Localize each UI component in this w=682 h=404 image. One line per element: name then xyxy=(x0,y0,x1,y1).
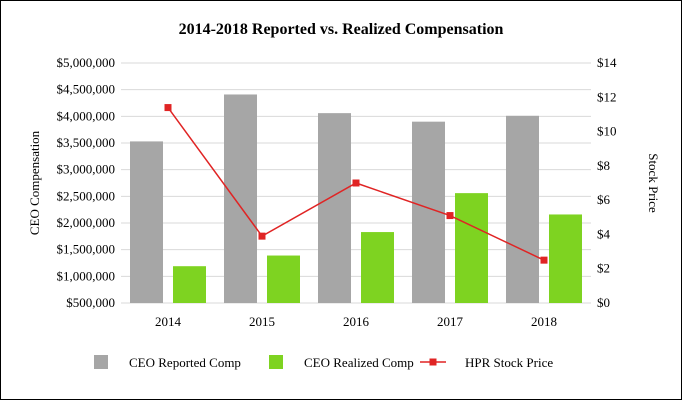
y-tick-label: $4,500,000 xyxy=(57,82,116,97)
bar-realized-comp xyxy=(549,214,582,303)
legend-marker-stock xyxy=(429,358,437,366)
x-tick-label: 2017 xyxy=(437,314,464,329)
bars xyxy=(130,94,582,304)
stock-price-point xyxy=(446,212,454,220)
x-tick-label: 2015 xyxy=(249,314,275,329)
legend-label-reported: CEO Reported Comp xyxy=(129,355,241,370)
stock-price-point xyxy=(540,256,548,264)
y2-tick-label: $0 xyxy=(597,295,610,310)
bar-realized-comp xyxy=(361,232,394,303)
y2-tick-label: $4 xyxy=(597,226,611,241)
right-axis-ticks: $0 $2 $4 $6 $8 $10 $12 $14 xyxy=(597,55,617,310)
y-tick-label: $5,000,000 xyxy=(57,55,116,70)
legend: CEO Reported Comp CEO Realized Comp HPR … xyxy=(94,355,553,370)
y2-tick-label: $8 xyxy=(597,158,610,173)
bar-realized-comp xyxy=(455,193,488,303)
y-tick-label: $3,000,000 xyxy=(57,162,116,177)
bar-realized-comp xyxy=(267,255,300,303)
y2-tick-label: $12 xyxy=(597,89,617,104)
y-tick-label: $500,000 xyxy=(66,295,115,310)
bar-reported-comp xyxy=(130,141,163,303)
bar-reported-comp xyxy=(224,94,257,303)
y2-tick-label: $6 xyxy=(597,192,611,207)
y-tick-label: $4,000,000 xyxy=(57,108,116,123)
legend-label-stock: HPR Stock Price xyxy=(465,355,553,370)
y2-tick-label: $10 xyxy=(597,124,617,139)
y-tick-label: $2,000,000 xyxy=(57,215,116,230)
y2-axis-label: Stock Price xyxy=(646,153,661,213)
y2-tick-label: $2 xyxy=(597,261,610,276)
x-tick-label: 2018 xyxy=(531,314,557,329)
chart-title: 2014-2018 Reported vs. Realized Compensa… xyxy=(179,21,504,38)
x-tick-label: 2014 xyxy=(155,314,182,329)
y2-tick-label: $14 xyxy=(597,55,617,70)
stock-price-point xyxy=(164,104,172,112)
bar-reported-comp xyxy=(318,113,351,303)
stock-price-point xyxy=(258,232,266,240)
x-axis-ticks: 2014 2015 2016 2017 2018 xyxy=(155,314,557,329)
legend-label-realized: CEO Realized Comp xyxy=(304,355,414,370)
bar-realized-comp xyxy=(173,266,206,303)
bar-reported-comp xyxy=(506,115,539,303)
y-axis-label: CEO Compensation xyxy=(27,130,42,235)
stock-price-line xyxy=(164,104,548,264)
y-tick-label: $2,500,000 xyxy=(57,188,116,203)
y-tick-label: $1,500,000 xyxy=(57,242,116,257)
y-tick-label: $3,500,000 xyxy=(57,135,116,150)
left-axis-ticks: $500,000 $1,000,000 $1,500,000 $2,000,000 $2… xyxy=(57,55,116,310)
y-tick-label: $1,000,000 xyxy=(57,268,116,283)
stock-price-point xyxy=(352,179,360,187)
x-tick-label: 2016 xyxy=(343,314,370,329)
legend-swatch-reported xyxy=(94,355,108,369)
legend-swatch-realized xyxy=(269,355,283,369)
